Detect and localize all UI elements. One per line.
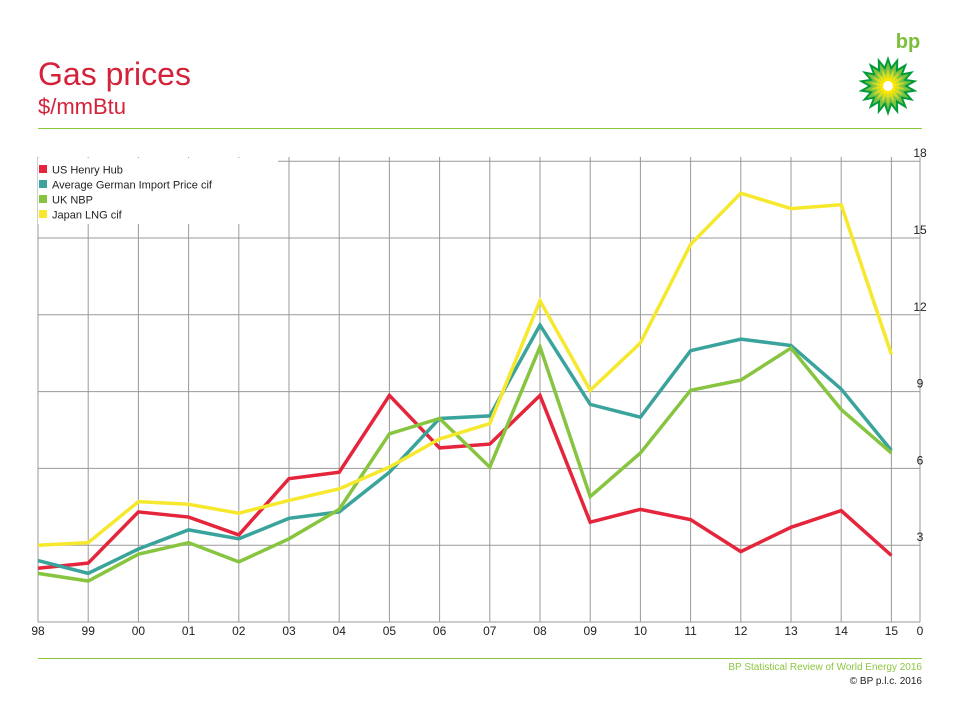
footer-divider [38, 658, 922, 659]
x-tick-label: 00 [132, 624, 146, 638]
y-tick-label: 6 [917, 453, 924, 467]
series-line-1 [37, 321, 893, 576]
legend-swatch [39, 165, 47, 173]
x-tick-label: 01 [182, 624, 196, 638]
series-line-0 [37, 392, 893, 570]
y-tick-label: 0 [917, 624, 924, 638]
logo-text: bp [896, 31, 920, 53]
page-title: Gas prices [38, 56, 191, 92]
bp-helios-icon: bp [858, 31, 920, 116]
x-tick-label: 02 [232, 624, 246, 638]
x-tick-label: 99 [82, 624, 96, 638]
y-tick-label: 18 [913, 146, 927, 160]
x-tick-label: 08 [533, 624, 547, 638]
y-tick-label: 3 [917, 530, 924, 544]
y-tick-label: 12 [913, 300, 927, 314]
x-tick-label: 11 [684, 624, 697, 638]
x-tick-label: 04 [333, 624, 347, 638]
header-divider [38, 128, 922, 129]
x-tick-label: 09 [584, 624, 598, 638]
x-tick-label: 07 [483, 624, 497, 638]
page-subtitle: $/mmBtu [38, 94, 127, 119]
legend-swatch [39, 195, 47, 203]
legend-swatch [39, 180, 47, 188]
series-line-2 [37, 341, 893, 583]
x-tick-label: 14 [835, 624, 849, 638]
x-tick-label: 12 [734, 624, 748, 638]
legend-label: Average German Import Price cif [52, 180, 213, 192]
y-tick-label: 9 [917, 377, 924, 391]
x-tick-label: 05 [383, 624, 397, 638]
y-tick-label: 15 [913, 223, 927, 237]
legend-swatch [39, 210, 47, 218]
legend-label: US Henry Hub [52, 165, 123, 177]
legend-label: UK NBP [52, 195, 93, 207]
bp-logo: bp [858, 30, 930, 120]
x-tick-label: 98 [31, 624, 45, 638]
series-line-3 [37, 191, 894, 547]
x-tick-label: 06 [433, 624, 447, 638]
legend-label: Japan LNG cif [52, 210, 123, 222]
legend-background [38, 158, 278, 224]
x-tick-label: 13 [784, 624, 798, 638]
x-tick-label: 10 [634, 624, 648, 638]
x-tick-label: 15 [885, 624, 899, 638]
source-note: BP Statistical Review of World Energy 20… [728, 662, 922, 673]
copyright-note: © BP p.l.c. 2016 [849, 676, 922, 687]
x-tick-label: 03 [282, 624, 296, 638]
